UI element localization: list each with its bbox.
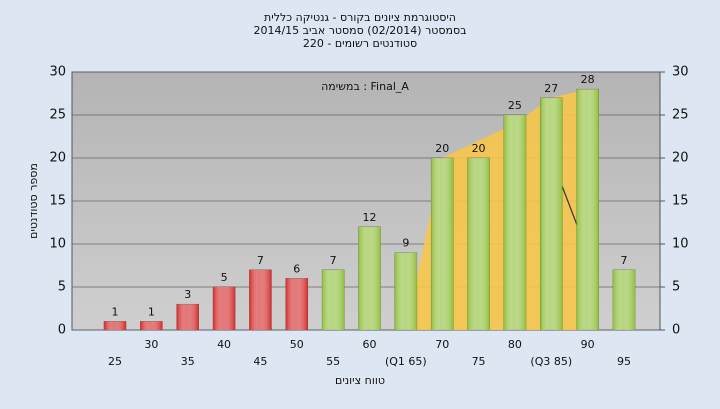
bar-shine	[322, 269, 345, 330]
x-tick-label: 90	[581, 338, 595, 351]
x-tick-label: 95	[617, 355, 631, 368]
bar-shine	[104, 321, 126, 330]
y-tick-label: 20	[49, 151, 66, 166]
value-label: 7	[257, 254, 264, 267]
chart-title: היסטוגרמת ציונים בקורס - גנטיקה כללית	[264, 11, 456, 24]
value-label: 25	[508, 99, 522, 112]
bar-shine	[358, 226, 381, 330]
value-label: 12	[363, 211, 377, 224]
bar-shine	[176, 304, 199, 330]
bar-shine	[213, 287, 236, 330]
x-tick-label: 70	[435, 338, 449, 351]
bar-shine	[503, 115, 526, 330]
bar-shine	[431, 158, 454, 330]
x-axis-label: טווח ציונים	[335, 374, 385, 387]
bar-shine	[576, 89, 599, 330]
y-tick-label: 30	[49, 65, 66, 80]
y2-tick-label: 20	[672, 151, 689, 166]
y2-tick-label: 25	[672, 108, 689, 123]
chart-subtitle: סטודנטים רשומים - 220	[303, 37, 417, 50]
value-label: 28	[581, 73, 595, 86]
value-label: 3	[184, 288, 191, 301]
plot-layer: 0510152025300510152025302530354045505560…	[49, 65, 688, 369]
bar-shine	[540, 97, 563, 330]
y-tick-label: 15	[49, 194, 66, 209]
value-label: 1	[112, 305, 119, 318]
y2-tick-label: 10	[672, 237, 689, 252]
bar-shine	[613, 269, 635, 330]
x-tick-label: 50	[290, 338, 304, 351]
bar-shine	[140, 321, 163, 330]
x-tick-label: (Q1 65)	[385, 355, 427, 368]
value-label: 6	[293, 262, 300, 275]
y2-tick-label: 15	[672, 194, 689, 209]
value-label: 1	[148, 305, 155, 318]
bar-shine	[285, 278, 308, 330]
x-tick-label: 30	[144, 338, 158, 351]
x-tick-label: 75	[472, 355, 486, 368]
value-label: 20	[435, 142, 449, 155]
x-tick-label: 45	[253, 355, 267, 368]
y-axis-label: מספר סטודנטים	[27, 163, 40, 239]
x-tick-label: 80	[508, 338, 522, 351]
value-label: 7	[621, 254, 628, 267]
bar-shine	[467, 158, 490, 330]
y-tick-label: 10	[49, 237, 66, 252]
value-label: 20	[472, 142, 486, 155]
value-label: 27	[544, 82, 558, 95]
value-label: 7	[330, 254, 337, 267]
chart-subtitle: בסמסטר (02/2014) סמסטר אביב 2014/15	[253, 24, 466, 37]
y2-tick-label: 5	[672, 280, 680, 295]
x-tick-label: 25	[108, 355, 122, 368]
x-tick-label: 60	[363, 338, 377, 351]
y2-tick-label: 30	[672, 65, 689, 80]
bar-shine	[249, 269, 272, 330]
x-tick-label: (Q3 85)	[530, 355, 572, 368]
y-tick-label: 0	[58, 323, 66, 338]
x-tick-label: 40	[217, 338, 231, 351]
value-label: 5	[221, 271, 228, 284]
annotation: במשימה : Final_A	[321, 80, 409, 93]
value-label: 9	[402, 237, 409, 250]
y2-tick-label: 0	[672, 323, 680, 338]
y-tick-label: 25	[49, 108, 66, 123]
x-tick-label: 55	[326, 355, 340, 368]
x-tick-label: 35	[181, 355, 195, 368]
bar-shine	[394, 252, 417, 330]
y-tick-label: 5	[58, 280, 66, 295]
